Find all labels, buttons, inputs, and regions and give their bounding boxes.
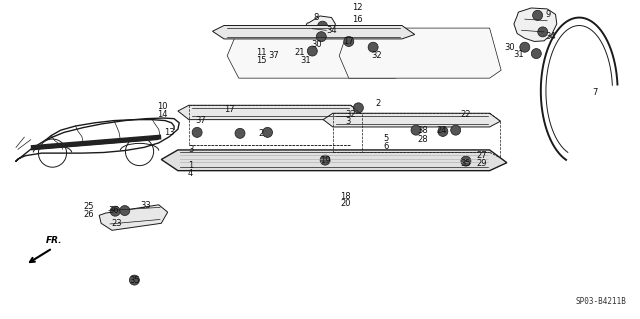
Text: 31: 31 — [301, 56, 311, 65]
Circle shape — [451, 125, 461, 135]
Text: FR.: FR. — [46, 236, 63, 245]
Text: 34: 34 — [326, 26, 337, 35]
Circle shape — [411, 125, 421, 135]
Polygon shape — [212, 26, 415, 39]
Circle shape — [520, 42, 530, 52]
Circle shape — [307, 46, 317, 56]
Text: 12: 12 — [352, 4, 362, 12]
Text: 30: 30 — [311, 40, 321, 49]
Text: 38: 38 — [417, 126, 428, 135]
Text: 1: 1 — [188, 161, 193, 170]
Text: 5: 5 — [383, 134, 388, 143]
Circle shape — [353, 103, 364, 113]
Text: 23: 23 — [112, 219, 122, 228]
Polygon shape — [227, 28, 410, 78]
Text: 34: 34 — [545, 32, 556, 41]
Text: 22: 22 — [461, 110, 471, 119]
Polygon shape — [161, 150, 507, 171]
Text: 2: 2 — [375, 99, 380, 108]
Text: 26: 26 — [83, 210, 93, 219]
Text: 16: 16 — [352, 15, 362, 24]
Text: 24: 24 — [436, 126, 447, 135]
Text: 31: 31 — [513, 50, 524, 59]
Circle shape — [368, 42, 378, 52]
Text: 30: 30 — [505, 43, 515, 52]
Text: 21: 21 — [294, 48, 305, 57]
Circle shape — [262, 127, 273, 137]
Text: 3: 3 — [188, 145, 193, 154]
Circle shape — [129, 275, 140, 285]
Circle shape — [317, 21, 328, 31]
Text: 15: 15 — [256, 56, 266, 65]
Text: 27: 27 — [477, 151, 487, 160]
Text: 35: 35 — [129, 276, 140, 285]
Circle shape — [532, 10, 543, 20]
Polygon shape — [514, 8, 557, 41]
Text: 25: 25 — [83, 202, 93, 211]
Bar — [308, 47, 316, 55]
Bar — [313, 40, 321, 48]
Circle shape — [531, 48, 541, 59]
Text: 9: 9 — [545, 10, 550, 19]
Circle shape — [120, 205, 130, 216]
Text: 17: 17 — [344, 37, 354, 46]
Text: 8: 8 — [314, 13, 319, 22]
Circle shape — [192, 127, 202, 137]
Text: 32: 32 — [346, 110, 356, 119]
Polygon shape — [99, 205, 168, 230]
Circle shape — [538, 27, 548, 37]
Text: 20: 20 — [340, 199, 351, 208]
Text: 18: 18 — [340, 192, 351, 201]
Text: 13: 13 — [164, 128, 175, 137]
Polygon shape — [305, 16, 335, 41]
Text: 11: 11 — [256, 48, 266, 57]
Polygon shape — [178, 105, 362, 120]
Text: 33: 33 — [141, 201, 151, 210]
Text: 10: 10 — [157, 102, 167, 111]
Text: 4: 4 — [188, 169, 193, 178]
Polygon shape — [323, 113, 500, 127]
Text: 28: 28 — [417, 135, 428, 144]
Text: 2: 2 — [259, 129, 264, 138]
Text: 36: 36 — [109, 206, 119, 215]
Circle shape — [316, 32, 326, 42]
Circle shape — [316, 32, 326, 42]
Circle shape — [461, 156, 471, 166]
Text: SP03-B4211B: SP03-B4211B — [575, 297, 626, 306]
Text: 37: 37 — [269, 51, 279, 60]
Text: 19: 19 — [320, 156, 330, 165]
Text: 35: 35 — [461, 159, 471, 168]
Text: 14: 14 — [157, 110, 167, 119]
Text: 32: 32 — [371, 51, 381, 60]
Text: 17: 17 — [224, 105, 234, 114]
Circle shape — [344, 36, 354, 47]
Text: 7: 7 — [593, 88, 598, 97]
Text: 29: 29 — [477, 159, 487, 168]
Circle shape — [235, 128, 245, 138]
Circle shape — [438, 126, 448, 137]
Circle shape — [320, 155, 330, 165]
Circle shape — [110, 206, 120, 216]
Text: 37: 37 — [195, 116, 205, 125]
Polygon shape — [339, 28, 501, 78]
Text: 3: 3 — [345, 117, 350, 126]
Text: 6: 6 — [383, 142, 388, 151]
